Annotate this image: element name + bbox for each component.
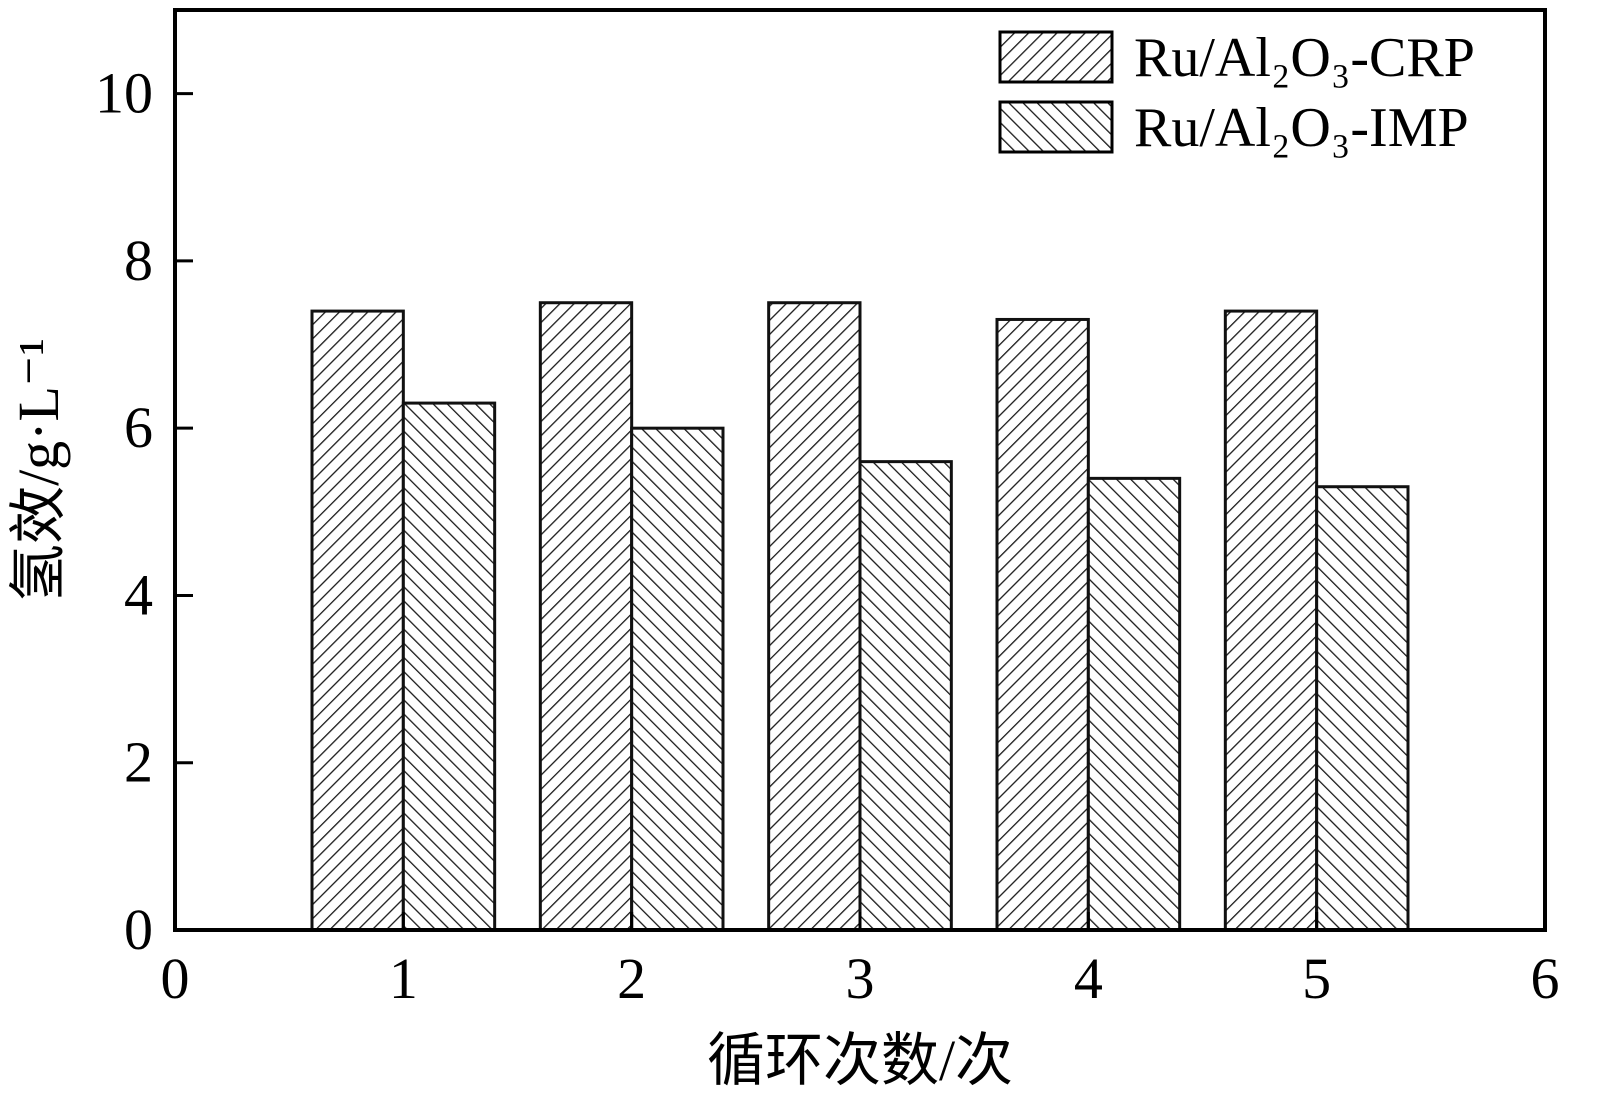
bar-crp-5 bbox=[1223, 309, 1319, 932]
x-tick-label: 2 bbox=[617, 946, 646, 1011]
legend-swatch-crp-icon bbox=[998, 30, 1114, 84]
x-tick-label: 5 bbox=[1302, 946, 1331, 1011]
y-tick-label: 10 bbox=[95, 61, 153, 126]
x-axis-label: 循环次数/次 bbox=[707, 1028, 1013, 1093]
y-tick-label: 2 bbox=[124, 730, 153, 795]
legend-swatch-imp-icon bbox=[998, 100, 1114, 154]
x-tick-label: 1 bbox=[389, 946, 418, 1011]
y-tick-label: 6 bbox=[124, 395, 153, 460]
bar-crp-3 bbox=[767, 301, 862, 932]
x-tick-label: 4 bbox=[1074, 946, 1103, 1011]
x-tick-label: 3 bbox=[846, 946, 875, 1011]
bar-imp-5 bbox=[1315, 485, 1410, 932]
bar-imp-4 bbox=[1086, 476, 1182, 932]
bar-imp-3 bbox=[858, 460, 953, 932]
legend-label-imp: Ru/Al₂O₃-IMP bbox=[1134, 97, 1469, 159]
bar-crp-4 bbox=[995, 317, 1090, 932]
bar-imp-2 bbox=[630, 426, 725, 932]
x-tick-label: 0 bbox=[161, 946, 190, 1011]
bar-crp-2 bbox=[538, 301, 634, 932]
x-tick-label: 6 bbox=[1531, 946, 1560, 1011]
y-tick-label: 8 bbox=[124, 228, 153, 293]
y-tick-label: 0 bbox=[124, 897, 153, 962]
bar-imp-1 bbox=[401, 401, 497, 932]
bar-crp-1 bbox=[310, 309, 405, 932]
y-tick-label: 4 bbox=[124, 562, 153, 627]
y-axis-label: 氢效/g·L⁻¹ bbox=[6, 338, 71, 602]
legend-label-crp: Ru/Al₂O₃-CRP bbox=[1134, 27, 1475, 89]
